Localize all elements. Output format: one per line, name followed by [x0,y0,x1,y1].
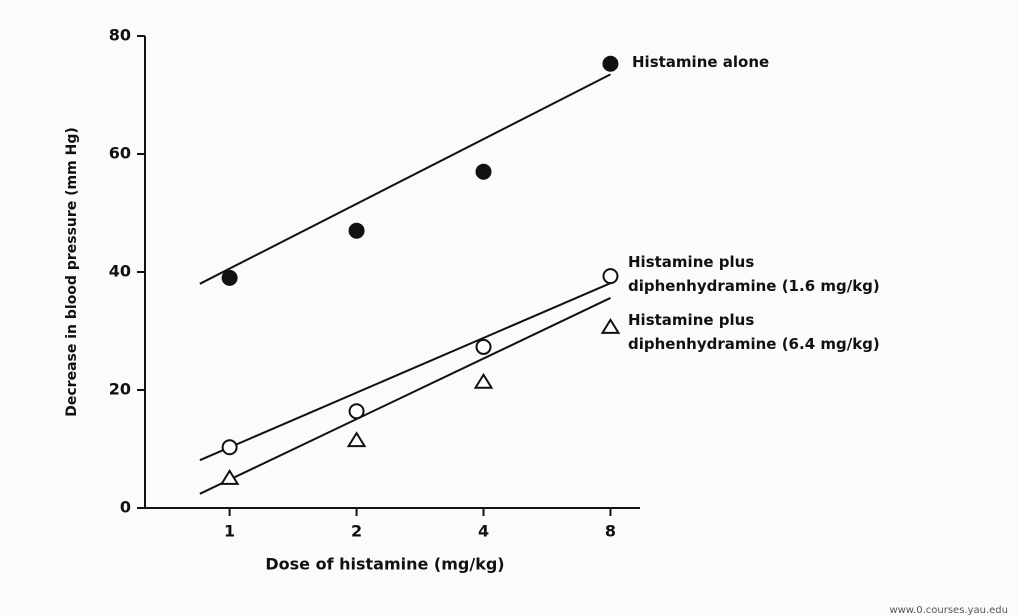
point [602,55,619,72]
point [346,431,367,448]
point [475,163,492,180]
y-tick-label: 80 [109,26,131,45]
x-tick-label: 4 [478,522,489,541]
series-label: Histamine plus diphenhydramine (1.6 mg/k… [628,253,880,295]
x-tick-label: 8 [605,522,616,541]
series-label: Histamine plus diphenhydramine (6.4 mg/k… [628,311,880,353]
y-tick-label: 40 [109,262,131,281]
y-tick-label: 0 [120,498,131,517]
point [600,317,621,334]
point [475,338,492,355]
point [473,372,494,389]
source: www.0.courses.yau.edu [889,605,1008,616]
point [221,439,238,456]
y-tick-label: 60 [109,144,131,163]
x-axis-title: Dose of histamine (mg/kg) [265,555,504,574]
point [221,269,238,286]
point [219,469,240,485]
y-tick-label: 20 [109,380,131,399]
series-label: Histamine alone [632,53,770,71]
fit-line [199,73,611,285]
x-tick-label: 2 [351,522,362,541]
y-axis-title: Decrease in blood pressure (mm Hg) [64,127,80,416]
point [348,222,365,239]
fit-line [199,282,611,462]
point [602,268,619,285]
fit-line [199,297,611,495]
x-tick-label: 1 [224,522,235,541]
